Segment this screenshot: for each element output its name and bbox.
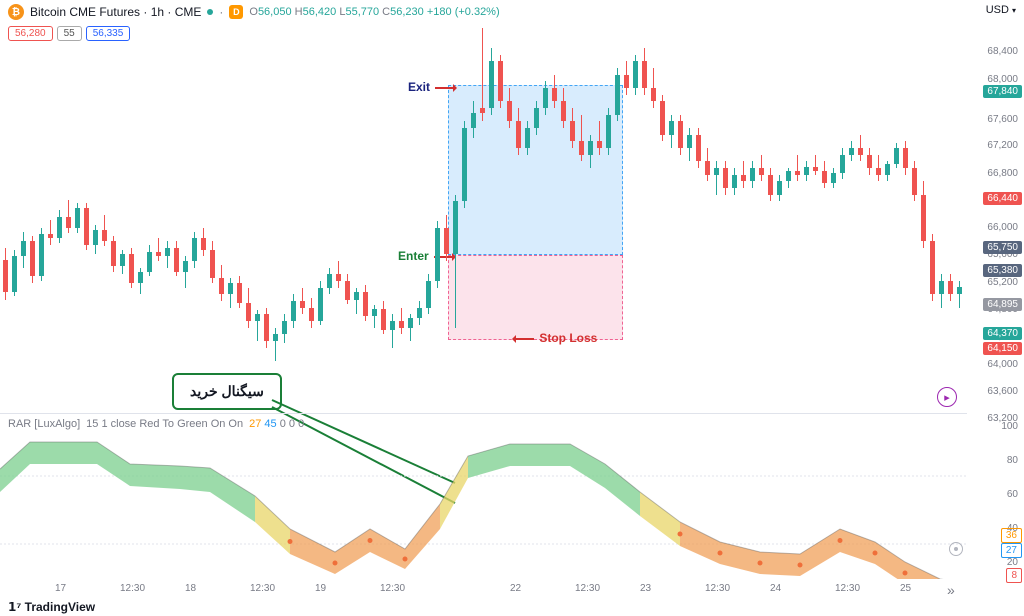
badge-1: 56,280	[8, 26, 53, 41]
indicator-values: 27 45 0 0 0	[249, 418, 304, 430]
chart-header: ₿ Bitcoin CME Futures · 1h · CME · D O56…	[0, 0, 1024, 24]
bitcoin-icon: ₿	[8, 4, 24, 20]
indicator-name[interactable]: RAR [LuxAlgo]	[8, 418, 80, 430]
indicator-panel[interactable]: RAR [LuxAlgo] 15 1 close Red To Green On…	[0, 413, 967, 578]
goto-date-icon[interactable]: »	[947, 582, 965, 596]
badge-3: 56,335	[86, 26, 131, 41]
stoploss-label: Stop Loss	[512, 331, 597, 345]
currency-select[interactable]: USD ▾	[986, 4, 1016, 16]
status-dot-icon	[207, 9, 213, 15]
time-axis[interactable]: » 1712:301812:301912:302212:302312:30241…	[0, 578, 967, 596]
indicator-params: 15 1 close Red To Green On On	[86, 418, 243, 430]
symbol-title[interactable]: Bitcoin CME Futures · 1h · CME	[30, 5, 201, 19]
exit-label: Exit	[408, 80, 457, 94]
indicator-axis[interactable]: 1008060402036278	[967, 413, 1024, 578]
buy-signal-callout: سیگنال خرید	[172, 373, 282, 410]
tradingview-logo[interactable]: 𝟭⁷ TradingView	[8, 600, 95, 614]
loss-zone	[448, 255, 623, 340]
ohlc-readout: O56,050 H56,420 L55,770 C56,230 +180 (+0…	[249, 6, 499, 18]
price-chart[interactable]: Exit Enter Stop Loss سیگنال خرید ▸	[0, 40, 967, 413]
replay-icon[interactable]: ▸	[937, 387, 957, 407]
indicator-header: RAR [LuxAlgo] 15 1 close Red To Green On…	[0, 414, 967, 434]
badge-2: 55	[57, 26, 82, 41]
price-axis[interactable]: 68,40068,00067,60067,20066,80066,40066,0…	[967, 40, 1024, 413]
snap-icon[interactable]	[949, 542, 963, 556]
interval-badge[interactable]: D	[229, 5, 243, 19]
indicator-chart	[0, 434, 967, 579]
